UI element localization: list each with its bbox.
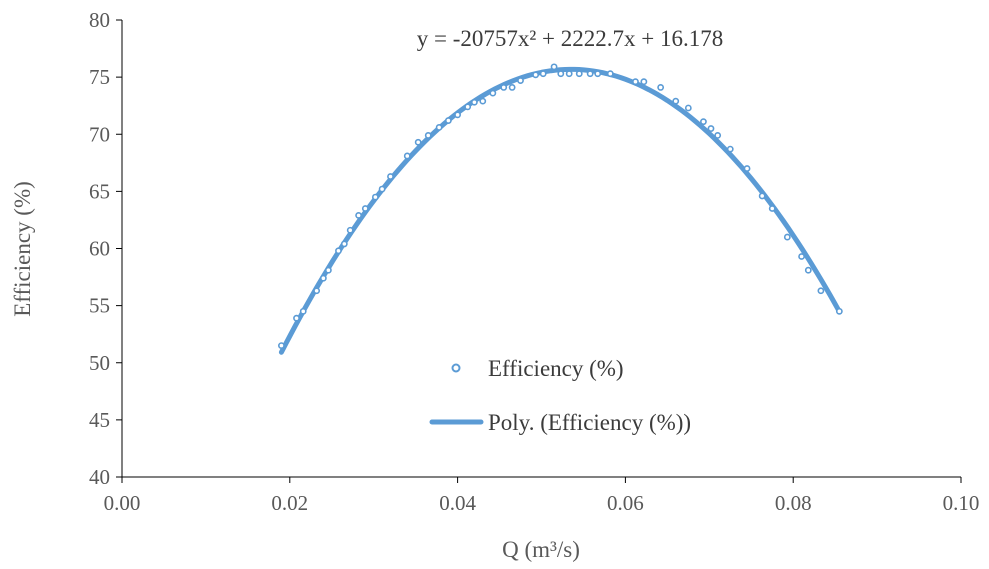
y-tick-label: 50	[89, 351, 110, 375]
data-point	[324, 266, 332, 274]
x-axis-title: Q (m³/s)	[502, 537, 580, 562]
y-tick-label: 80	[89, 8, 110, 32]
data-point	[278, 342, 285, 350]
data-point	[798, 253, 805, 260]
data-point	[371, 193, 379, 201]
data-point	[557, 70, 565, 78]
data-point	[414, 138, 422, 146]
data-point	[758, 192, 766, 200]
data-point	[355, 211, 362, 219]
data-point	[684, 104, 692, 112]
data-point	[783, 233, 791, 241]
data-point	[361, 205, 369, 212]
data-point	[594, 70, 602, 78]
data-point	[804, 266, 812, 274]
x-tick-label: 0.06	[607, 491, 644, 515]
data-point	[817, 287, 825, 295]
data-point	[293, 314, 300, 322]
y-tick-label: 45	[89, 408, 110, 432]
x-tick-label: 0.00	[104, 491, 141, 515]
x-tick-label: 0.04	[439, 491, 476, 515]
data-point	[700, 118, 707, 126]
data-point	[835, 307, 843, 315]
y-tick-label: 75	[89, 65, 110, 89]
data-point	[464, 103, 472, 111]
data-point	[444, 117, 452, 124]
y-tick-label: 70	[89, 122, 110, 146]
data-point	[672, 97, 680, 105]
data-point	[387, 173, 394, 180]
x-tick-label: 0.10	[943, 491, 980, 515]
x-tick-label: 0.08	[775, 491, 812, 515]
legend-marker-efficiency	[451, 363, 461, 373]
data-point	[346, 226, 354, 234]
data-point	[313, 287, 321, 295]
data-point	[424, 131, 432, 139]
data-point	[378, 185, 386, 193]
data-point	[340, 240, 348, 248]
y-tick-label: 60	[89, 237, 110, 261]
data-point	[517, 77, 524, 84]
data-point	[606, 70, 614, 78]
data-point	[435, 124, 443, 131]
legend: Efficiency (%) Poly. (Efficiency (%))	[429, 356, 691, 435]
data-point	[508, 84, 516, 91]
data-point	[489, 89, 497, 97]
data-point	[335, 247, 342, 255]
data-point	[470, 98, 478, 106]
plot-area	[278, 63, 843, 355]
data-point	[565, 70, 573, 78]
data-point	[586, 70, 594, 78]
data-point	[640, 78, 648, 86]
data-point	[539, 70, 547, 78]
legend-label-efficiency: Efficiency (%)	[488, 356, 624, 381]
y-ticks: 40 45 50 55 60 65 70 75 80	[89, 8, 122, 489]
y-tick-label: 40	[89, 465, 110, 489]
data-point	[632, 78, 639, 86]
data-point	[299, 307, 307, 315]
x-tick-label: 0.02	[271, 491, 308, 515]
legend-label-poly: Poly. (Efficiency (%))	[488, 410, 691, 435]
data-point	[575, 70, 583, 78]
data-point	[707, 125, 715, 132]
data-point	[500, 84, 508, 91]
data-point	[726, 145, 734, 153]
data-point	[743, 165, 751, 172]
data-point	[532, 71, 540, 79]
data-point	[479, 97, 487, 105]
data-point	[454, 111, 461, 119]
data-point	[319, 274, 327, 282]
data-point	[550, 63, 558, 71]
data-point	[714, 131, 722, 139]
y-tick-label: 55	[89, 294, 110, 318]
y-tick-label: 65	[89, 179, 110, 203]
data-point	[657, 84, 665, 91]
y-axis-title: Efficiency (%)	[10, 181, 35, 317]
data-point	[403, 152, 411, 160]
data-points	[278, 63, 843, 350]
x-ticks: 0.00 0.02 0.04 0.06 0.08 0.10	[104, 477, 980, 515]
trendline-equation: y = -20757x² + 2222.7x + 16.178	[417, 26, 723, 51]
data-point	[768, 205, 776, 212]
